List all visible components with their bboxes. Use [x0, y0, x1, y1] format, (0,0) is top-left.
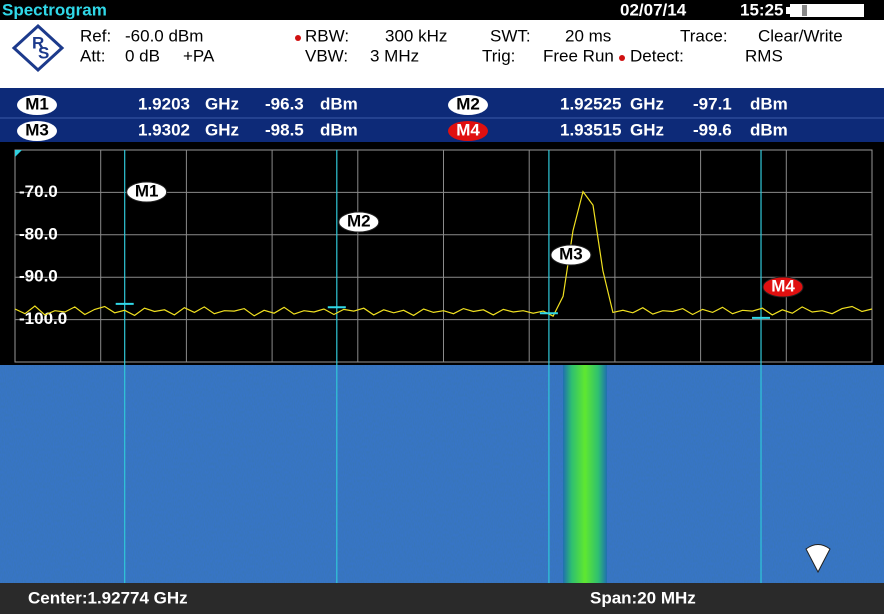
table-marker-label: M2: [456, 94, 480, 113]
marker-badge-label: M1: [135, 181, 159, 200]
setting-text: RMS: [745, 46, 783, 65]
table-marker-badge: [448, 121, 488, 141]
setting-text: +PA: [183, 46, 215, 65]
span: Span:20 MHz: [590, 588, 696, 607]
marker-badge-label: M3: [559, 244, 583, 263]
setting-text: Free Run: [543, 46, 614, 65]
marker-level-unit: dBm: [750, 94, 788, 113]
logo: R S: [11, 23, 65, 73]
setting-text: Detect:: [630, 46, 684, 65]
setting-text: Ref:: [80, 26, 111, 45]
table-marker-badge: [448, 95, 488, 115]
settings-panel: [0, 20, 884, 88]
y-tick-label: -70.0: [19, 182, 58, 201]
footer: [0, 583, 884, 614]
date: 02/07/14: [620, 0, 687, 19]
table-marker-label: M3: [25, 120, 49, 139]
marker-frequency-unit: GHz: [205, 94, 239, 113]
setting-text: Clear/Write: [758, 26, 843, 45]
marker-frequency: 1.9203: [138, 94, 190, 113]
marker-frequency-unit: GHz: [205, 120, 239, 139]
setting-text: Trig:: [482, 46, 515, 65]
marker-level: -97.1: [693, 94, 732, 113]
screen-title: Spectrogram: [2, 0, 107, 19]
setting-text: Trace:: [680, 26, 728, 45]
logo-r: R: [32, 33, 44, 52]
y-tick-label: -80.0: [19, 224, 58, 243]
marker-frequency: 1.9302: [138, 120, 190, 139]
marker-badge-label: M4: [771, 276, 795, 295]
rbw-dot: [295, 35, 301, 41]
marker-level-unit: dBm: [750, 120, 788, 139]
setting-text: Att:: [80, 46, 106, 65]
marker-badge-label: M2: [347, 211, 371, 230]
marker-frequency: 1.92525: [560, 94, 621, 113]
battery-level: [802, 5, 807, 16]
table-marker-label: M4: [456, 120, 480, 139]
scroll-icon: [805, 544, 831, 574]
marker-frequency-unit: GHz: [630, 94, 664, 113]
waterfall-signal: [563, 365, 607, 583]
marker-badge: [338, 211, 380, 233]
detect-dot: [619, 55, 625, 61]
table-marker-badge: [17, 95, 57, 115]
center-frequency: Center:1.92774 GHz: [28, 588, 188, 607]
title-bar: [0, 0, 884, 20]
time: 15:25: [740, 0, 783, 19]
trace: [14, 190, 873, 318]
setting-text: 20 ms: [565, 26, 611, 45]
logo-s: S: [38, 43, 49, 62]
waterfall-noise: [0, 365, 884, 583]
setting-text: RBW:: [305, 26, 349, 45]
table-marker-badge: [17, 121, 57, 141]
y-tick-label: -100.0: [19, 309, 67, 328]
table-marker-label: M1: [25, 94, 49, 113]
setting-text: 300 kHz: [385, 26, 447, 45]
marker-frequency-unit: GHz: [630, 120, 664, 139]
battery-icon: [790, 4, 864, 17]
y-tick-label: -90.0: [19, 267, 58, 286]
marker-table: [0, 88, 884, 142]
setting-text: -60.0 dBm: [125, 26, 203, 45]
marker-level: -98.5: [265, 120, 304, 139]
corner-mark: [15, 150, 22, 157]
marker-badge: [550, 244, 592, 266]
battery-tip: [786, 7, 790, 14]
marker-level-unit: dBm: [320, 120, 358, 139]
marker-frequency: 1.93515: [560, 120, 621, 139]
marker-badge: [126, 181, 168, 203]
setting-text: SWT:: [490, 26, 531, 45]
marker-level-unit: dBm: [320, 94, 358, 113]
marker-level: -99.6: [693, 120, 732, 139]
setting-text: VBW:: [305, 46, 348, 65]
marker-badge: [762, 276, 804, 298]
setting-text: 3 MHz: [370, 46, 419, 65]
marker-level: -96.3: [265, 94, 304, 113]
setting-text: 0 dB: [125, 46, 160, 65]
